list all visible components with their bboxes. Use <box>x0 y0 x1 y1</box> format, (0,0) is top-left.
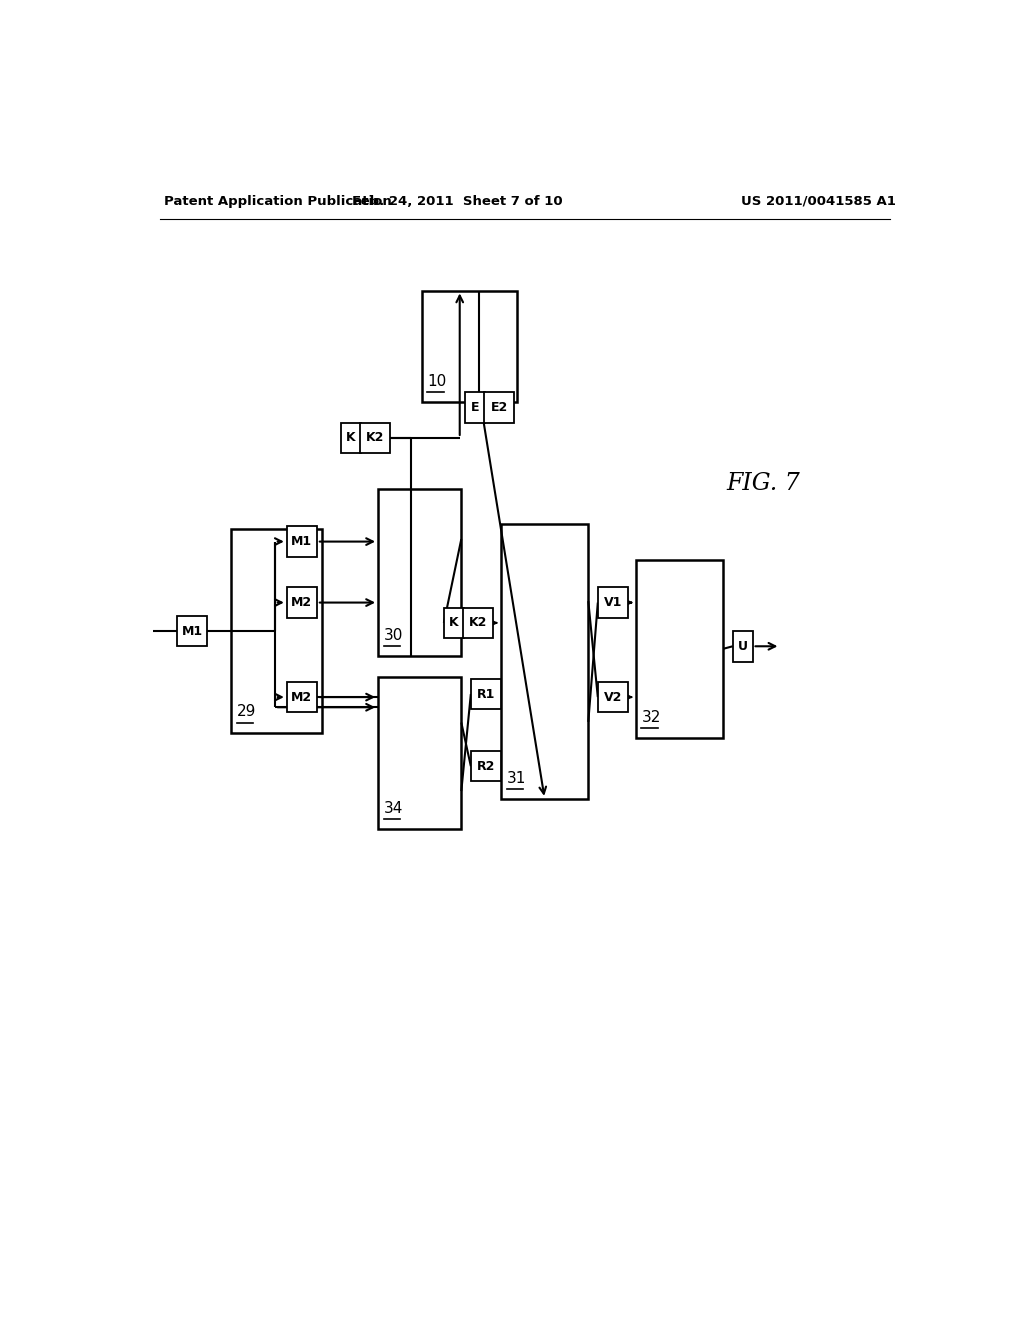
Text: 29: 29 <box>237 705 256 719</box>
Bar <box>463 607 494 638</box>
Text: V2: V2 <box>604 690 622 704</box>
Text: 30: 30 <box>384 628 402 643</box>
Text: E: E <box>471 401 479 414</box>
Text: 10: 10 <box>427 374 446 389</box>
Bar <box>501 524 588 799</box>
Bar <box>465 392 485 422</box>
Text: V1: V1 <box>604 597 622 609</box>
Text: 34: 34 <box>384 801 402 816</box>
Bar <box>471 678 501 709</box>
Text: M2: M2 <box>291 690 312 704</box>
Text: U: U <box>737 640 748 653</box>
Text: K: K <box>449 616 459 630</box>
Bar <box>341 422 360 453</box>
Text: R2: R2 <box>477 760 495 772</box>
Text: K2: K2 <box>469 616 487 630</box>
Bar <box>378 677 461 829</box>
Bar <box>733 631 753 661</box>
Bar <box>471 751 501 781</box>
Text: M1: M1 <box>181 624 203 638</box>
Text: M1: M1 <box>291 535 312 548</box>
Text: Patent Application Publication: Patent Application Publication <box>164 194 391 207</box>
Bar <box>287 527 316 557</box>
Bar <box>287 587 316 618</box>
Text: 31: 31 <box>507 771 526 785</box>
Bar <box>177 615 207 647</box>
Text: M2: M2 <box>291 597 312 609</box>
Bar <box>598 587 628 618</box>
Bar <box>598 682 628 713</box>
Bar <box>636 560 723 738</box>
Bar <box>443 607 464 638</box>
Text: R1: R1 <box>477 688 495 701</box>
Text: E2: E2 <box>490 401 508 414</box>
Bar <box>287 682 316 713</box>
Text: US 2011/0041585 A1: US 2011/0041585 A1 <box>741 194 896 207</box>
Bar <box>359 422 390 453</box>
Text: Feb. 24, 2011  Sheet 7 of 10: Feb. 24, 2011 Sheet 7 of 10 <box>352 194 562 207</box>
Text: K2: K2 <box>366 432 384 445</box>
Bar <box>422 290 517 403</box>
Text: 32: 32 <box>641 710 660 725</box>
Text: FIG. 7: FIG. 7 <box>726 473 800 495</box>
Bar <box>378 488 461 656</box>
Bar <box>231 529 323 733</box>
Text: K: K <box>346 432 355 445</box>
Bar <box>484 392 514 422</box>
